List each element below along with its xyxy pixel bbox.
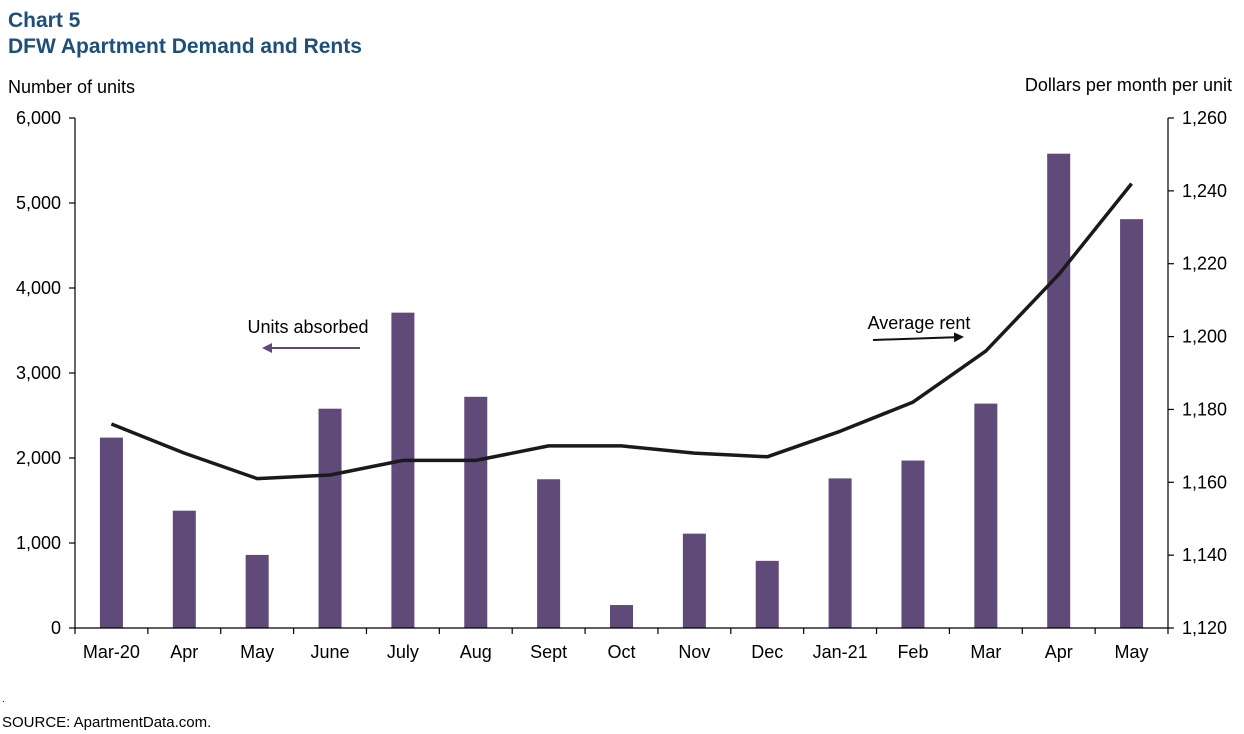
bar-4 <box>391 312 415 628</box>
x-tick-label-6: Sept <box>530 642 567 662</box>
bar-8 <box>682 533 706 628</box>
x-tick-label-9: Dec <box>751 642 783 662</box>
bar-5 <box>464 396 488 628</box>
bar-1 <box>172 510 196 628</box>
left-tick-label-5: 5,000 <box>16 193 61 213</box>
left-tick-label-2: 2,000 <box>16 448 61 468</box>
right-tick-label-2: 1,160 <box>1182 472 1227 492</box>
x-tick-label-7: Oct <box>607 642 635 662</box>
right-tick-label-5: 1,220 <box>1182 254 1227 274</box>
average-rent-line <box>110 182 1133 481</box>
bar-12 <box>974 403 998 628</box>
left-tick-label-0: 0 <box>51 618 61 638</box>
right-axis-title: Dollars per month per unit <box>1024 75 1232 95</box>
bar-9 <box>755 560 779 628</box>
x-tick-label-5: Aug <box>460 642 492 662</box>
bar-0 <box>99 437 123 628</box>
left-tick-label-6: 6,000 <box>16 108 61 128</box>
footnote-mark: . <box>2 694 5 705</box>
annotation-units-absorbed: Units absorbed <box>247 317 368 337</box>
x-tick-label-14: May <box>1115 642 1149 662</box>
right-tick-label-3: 1,180 <box>1182 399 1227 419</box>
left-tick-label-3: 3,000 <box>16 363 61 383</box>
x-tick-label-10: Jan-21 <box>813 642 868 662</box>
source-note: SOURCE: ApartmentData.com. <box>2 714 212 731</box>
bar-11 <box>901 460 925 628</box>
x-tick-label-8: Nov <box>678 642 710 662</box>
x-tick-label-3: June <box>311 642 350 662</box>
right-tick-label-1: 1,140 <box>1182 545 1227 565</box>
chart-label: Chart 5 <box>8 9 81 32</box>
chart-title: DFW Apartment Demand and Rents <box>8 35 362 58</box>
x-tick-label-0: Mar-20 <box>83 642 140 662</box>
x-tick-label-13: Apr <box>1045 642 1073 662</box>
bar-14 <box>1120 219 1144 628</box>
bar-13 <box>1047 153 1071 628</box>
annotation-average-rent-arrow <box>872 332 964 343</box>
left-tick-label-4: 4,000 <box>16 278 61 298</box>
title-block: Chart 5 DFW Apartment Demand and Rents <box>8 8 362 60</box>
bar-7 <box>610 605 633 628</box>
right-tick-label-0: 1,120 <box>1182 618 1227 638</box>
x-tick-label-12: Mar <box>970 642 1001 662</box>
bar-3 <box>318 408 342 628</box>
bar-6 <box>537 479 561 628</box>
right-tick-label-7: 1,260 <box>1182 108 1227 128</box>
x-tick-label-2: May <box>240 642 274 662</box>
bar-10 <box>828 478 852 628</box>
x-tick-label-1: Apr <box>170 642 198 662</box>
bar-2 <box>245 554 269 628</box>
x-tick-label-4: July <box>387 642 419 662</box>
left-axis-title: Number of units <box>8 77 136 97</box>
x-tick-label-11: Feb <box>897 642 928 662</box>
left-tick-label-1: 1,000 <box>16 533 61 553</box>
right-tick-label-6: 1,240 <box>1182 181 1227 201</box>
annotation-average-rent: Average rent <box>868 313 971 333</box>
right-tick-label-4: 1,200 <box>1182 327 1227 347</box>
